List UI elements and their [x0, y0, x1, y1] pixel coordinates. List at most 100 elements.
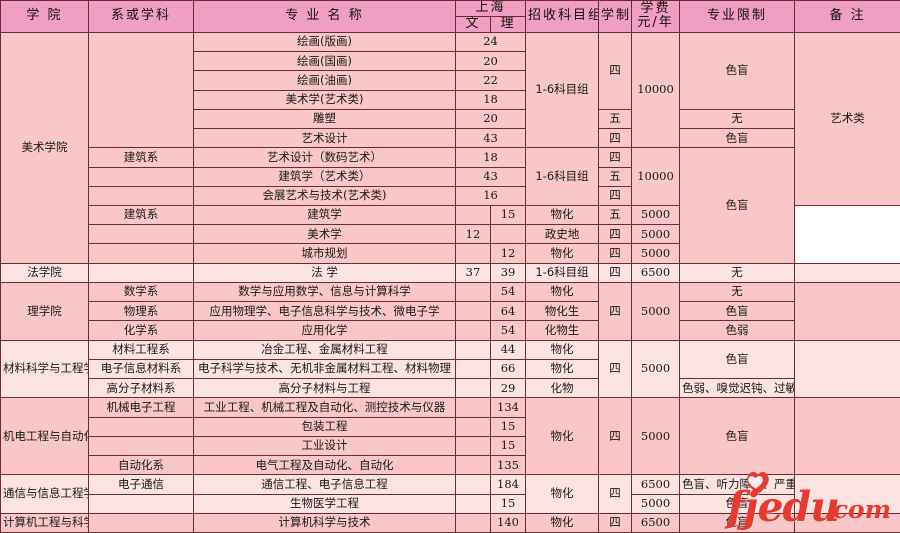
cell-major: 绘画(国画): [193, 51, 456, 72]
cell-quota-li: 140: [489, 512, 527, 533]
cell-duration: 五: [598, 204, 633, 226]
cell-quota-li: 15: [489, 435, 527, 457]
cell-major: 生物医学工程: [193, 493, 456, 514]
cell-duration: 五: [598, 108, 633, 130]
cell-major: 城市规划: [193, 243, 456, 264]
cell-major: 电气工程及自动化、自动化: [193, 455, 456, 476]
cell-subject-group: 化物生: [525, 320, 600, 341]
cell-duration: 四: [598, 339, 633, 399]
cell-duration: 四: [598, 243, 633, 264]
cell-quota-li: 184: [489, 474, 527, 495]
cell-department: [88, 435, 194, 457]
table-row: 通信与信息工程学院 电子通信 通信工程、电子信息工程 184 物化 四 6500…: [0, 474, 900, 514]
cell-quota-wen: [455, 512, 491, 533]
cell-quota-li: 54: [489, 320, 527, 341]
header-region-shanghai: 上海: [454, 0, 527, 17]
header-tuition-line2: 元/年: [637, 15, 674, 31]
cell-quota-wen: 37: [455, 262, 491, 283]
cell-major: 建筑学: [193, 204, 456, 226]
table-row: 美术学 12 政史地 四 5000: [1, 224, 900, 245]
table-row: 美术学院 绘画(版画) 24 1-6科目组 四 10000 色盲 艺术类: [0, 31, 900, 264]
cell-duration: 四: [598, 147, 633, 168]
cell-tuition: 5000: [631, 397, 681, 476]
cell-quota: 43: [454, 166, 527, 187]
cell-quota: 20: [454, 51, 527, 72]
cell-major: 艺术设计（数码艺术）: [193, 147, 456, 168]
cell-quota-li: 64: [489, 301, 527, 322]
cell-department: 电子通信: [88, 474, 194, 495]
cell-tuition: 5000: [631, 281, 681, 341]
cell-duration: 四: [598, 185, 633, 206]
cell-quota-wen: [455, 378, 491, 399]
header-row-1: 学 院 系或学科 专 业 名 称 上海 招收科目组 学制 学费 元/年 专业限制…: [0, 0, 900, 33]
cell-quota-wen: [455, 281, 491, 303]
cell-restriction: 色盲、听力障碍、严重口吃: [679, 474, 796, 495]
cell-major: 电子科学与技术、无机非金属材料工程、材料物理: [193, 358, 456, 380]
table-row: 机电工程与自动化学院 机械电子工程 工业工程、机械工程及自动化、测控技术与仪器 …: [0, 397, 900, 476]
cell-quota-wen: [455, 243, 491, 264]
cell-department: [88, 243, 194, 264]
table-row: 高分子材料系 高分子材料与工程 29 化物 色弱、嗅觉迟钝、过敏性疾病: [1, 378, 900, 399]
cell-restriction: 色盲: [679, 512, 796, 533]
cell-quota-wen: [455, 474, 491, 495]
cell-tuition: 5000: [631, 243, 681, 264]
table-row: 城市规划 12 物化 四 5000: [1, 243, 900, 264]
cell-tuition: 6500: [631, 512, 681, 533]
cell-college: 理学院: [0, 281, 89, 341]
cell-major: 绘画(油画): [193, 70, 456, 91]
cell-department: [88, 31, 194, 149]
cell-duration: 四: [598, 281, 633, 341]
table-row: 建筑系 艺术设计（数码艺术） 18 1-6科目组 四 10000 色盲: [1, 147, 900, 264]
header-region-li: 理: [489, 15, 527, 33]
cell-remark: [794, 474, 900, 514]
cell-quota-wen: 12: [455, 224, 491, 245]
table-row: 法学院 法 学 37 39 1-6科目组 四 6500 无: [0, 262, 900, 283]
cell-duration: 四: [598, 474, 633, 514]
cell-quota-wen: [455, 455, 491, 476]
cell-quota: 20: [454, 108, 527, 130]
cell-major: 绘画(版画): [193, 31, 456, 53]
cell-subject-group: 物化: [525, 339, 600, 360]
cell-college: 通信与信息工程学院: [0, 474, 89, 514]
header-tuition-line1: 学费: [640, 0, 671, 16]
cell-major: 雕塑: [193, 108, 456, 130]
cell-college: 机电工程与自动化学院: [0, 397, 89, 476]
cell-major: 工业工程、机械工程及自动化、测控技术与仪器: [193, 397, 456, 418]
table-row: 物理系 应用物理学、电子信息科学与技术、微电子学 64 物化生 色盲: [1, 301, 900, 322]
header-restriction: 专业限制: [679, 0, 796, 33]
cell-college: 计算机工程与科学学院: [0, 512, 89, 533]
cell-restriction: 色弱: [679, 320, 796, 341]
cell-major: 冶金工程、金属材料工程: [193, 339, 456, 360]
cell-college: 法学院: [0, 262, 89, 283]
cell-duration: 五: [598, 166, 633, 187]
cell-quota-wen: [455, 358, 491, 380]
cell-major: 美术学(艺术类): [193, 89, 456, 110]
cell-department: 建筑系: [88, 204, 194, 226]
cell-restriction: 色盲: [679, 147, 796, 264]
cell-restriction: 无: [679, 108, 796, 130]
cell-department: 自动化系: [88, 455, 194, 476]
cell-restriction: 色盲: [679, 493, 796, 514]
cell-department: 化学系: [88, 320, 194, 341]
cell-tuition: 5000: [631, 339, 681, 399]
cell-department: [88, 185, 194, 206]
cell-remark: [794, 512, 900, 533]
table-row: 自动化系 电气工程及自动化、自动化 135: [1, 455, 900, 476]
cell-subject-group: 物化: [525, 474, 600, 514]
cell-duration: 四: [598, 397, 633, 476]
cell-duration: 四: [598, 128, 633, 149]
cell-major: 美术学: [193, 224, 456, 245]
cell-quota-wen: [455, 320, 491, 341]
cell-subject-group: 政史地: [525, 224, 600, 245]
cell-remark: [794, 397, 900, 476]
cell-major: 艺术设计: [193, 128, 456, 149]
cell-subject-group: 1-6科目组: [525, 31, 600, 149]
header-duration-label: 学制: [601, 7, 632, 23]
cell-department: 机械电子工程: [88, 397, 194, 418]
table-row: 绘画(油画) 22: [1, 70, 900, 91]
table-row: 材料科学与工程学院 材料工程系 冶金工程、金属材料工程 44 物化 四 5000…: [0, 339, 900, 399]
table-row: 化学系 应用化学 54 化物生 色弱: [1, 320, 900, 341]
table-row: 会展艺术与技术(艺术类) 16 四: [1, 185, 900, 206]
cell-duration: 四: [598, 512, 633, 533]
